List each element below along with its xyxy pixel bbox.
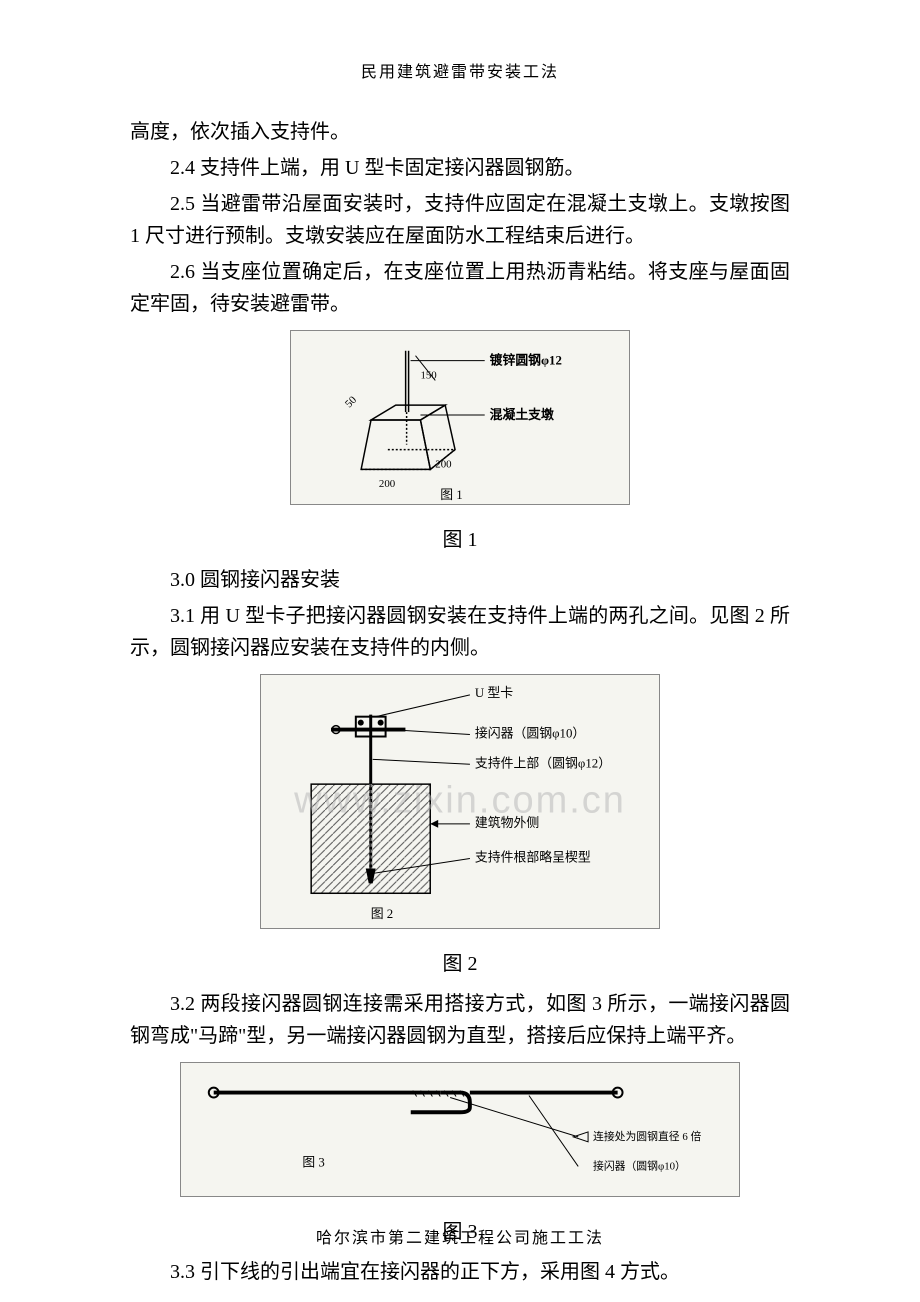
fig2-label-outside: 建筑物外侧 bbox=[475, 814, 539, 829]
paragraph-2-6: 2.6 当支座位置确定后，在支座位置上用热沥青粘结。将支座与屋面固定牢固，待安装… bbox=[130, 256, 790, 320]
fig2-label-uclamp: U 型卡 bbox=[475, 685, 513, 699]
fig3-inline-caption: 图 3 bbox=[302, 1155, 324, 1169]
page-footer: 哈尔滨市第二建筑工程公司施工工法 bbox=[0, 1226, 920, 1252]
paragraph-3-3: 3.3 引下线的引出端宜在接闪器的正下方，采用图 4 方式。 bbox=[130, 1256, 790, 1288]
fig3-label-receptor: 接闪器（圆钢φ10） bbox=[593, 1158, 686, 1172]
fig3-label-splice: 连接处为圆钢直径 6 倍 bbox=[593, 1128, 701, 1142]
paragraph-continuation: 高度，依次插入支持件。 bbox=[130, 116, 790, 148]
figure-3-container: 连接处为圆钢直径 6 倍 接闪器（圆钢φ10） 图 3 bbox=[130, 1062, 790, 1206]
figure-1-container: 150 50 200 200 镀锌圆钢φ12 混凝土支墩 图 1 bbox=[130, 330, 790, 514]
figure-2-caption: 图 2 bbox=[130, 948, 790, 980]
figure-2-container: U 型卡 接闪器（圆钢φ10） 支持件上部（圆钢φ12） 建筑物外侧 支持件根部… bbox=[130, 674, 790, 938]
fig2-label-support: 支持件上部（圆钢φ12） bbox=[475, 756, 611, 770]
fig1-label-rod: 镀锌圆钢φ12 bbox=[490, 352, 562, 367]
paragraph-3-2: 3.2 两段接闪器圆钢连接需采用搭接方式，如图 3 所示，一端接闪器圆钢弯成"马… bbox=[130, 988, 790, 1052]
figure-3: 连接处为圆钢直径 6 倍 接闪器（圆钢φ10） 图 3 bbox=[180, 1062, 740, 1197]
page-header: 民用建筑避雷带安装工法 bbox=[130, 60, 790, 86]
figure-2: U 型卡 接闪器（圆钢φ10） 支持件上部（圆钢φ12） 建筑物外侧 支持件根部… bbox=[260, 674, 660, 929]
fig1-dim-150: 150 bbox=[420, 369, 437, 381]
paragraph-2-4: 2.4 支持件上端，用 U 型卡固定接闪器圆钢筋。 bbox=[130, 152, 790, 184]
fig1-inline-caption: 图 1 bbox=[440, 488, 462, 502]
fig1-label-pier: 混凝土支墩 bbox=[490, 407, 554, 422]
fig1-dim-50: 50 bbox=[343, 393, 360, 410]
paragraph-3-1: 3.1 用 U 型卡子把接闪器圆钢安装在支持件上端的两孔之间。见图 2 所示，圆… bbox=[130, 600, 790, 664]
paragraph-2-5: 2.5 当避雷带沿屋面安装时，支持件应固定在混凝土支墩上。支墩按图 1 尺寸进行… bbox=[130, 188, 790, 252]
fig2-inline-caption: 图 2 bbox=[371, 907, 394, 921]
figure-1: 150 50 200 200 镀锌圆钢φ12 混凝土支墩 图 1 bbox=[290, 330, 630, 505]
paragraph-3-0: 3.0 圆钢接闪器安装 bbox=[130, 564, 790, 596]
fig2-label-root: 支持件根部略呈楔型 bbox=[475, 849, 591, 864]
fig2-label-receptor: 接闪器（圆钢φ10） bbox=[475, 725, 585, 740]
fig1-dim-200a: 200 bbox=[379, 478, 396, 490]
fig1-dim-200b: 200 bbox=[435, 458, 452, 470]
figure-1-caption: 图 1 bbox=[130, 524, 790, 556]
